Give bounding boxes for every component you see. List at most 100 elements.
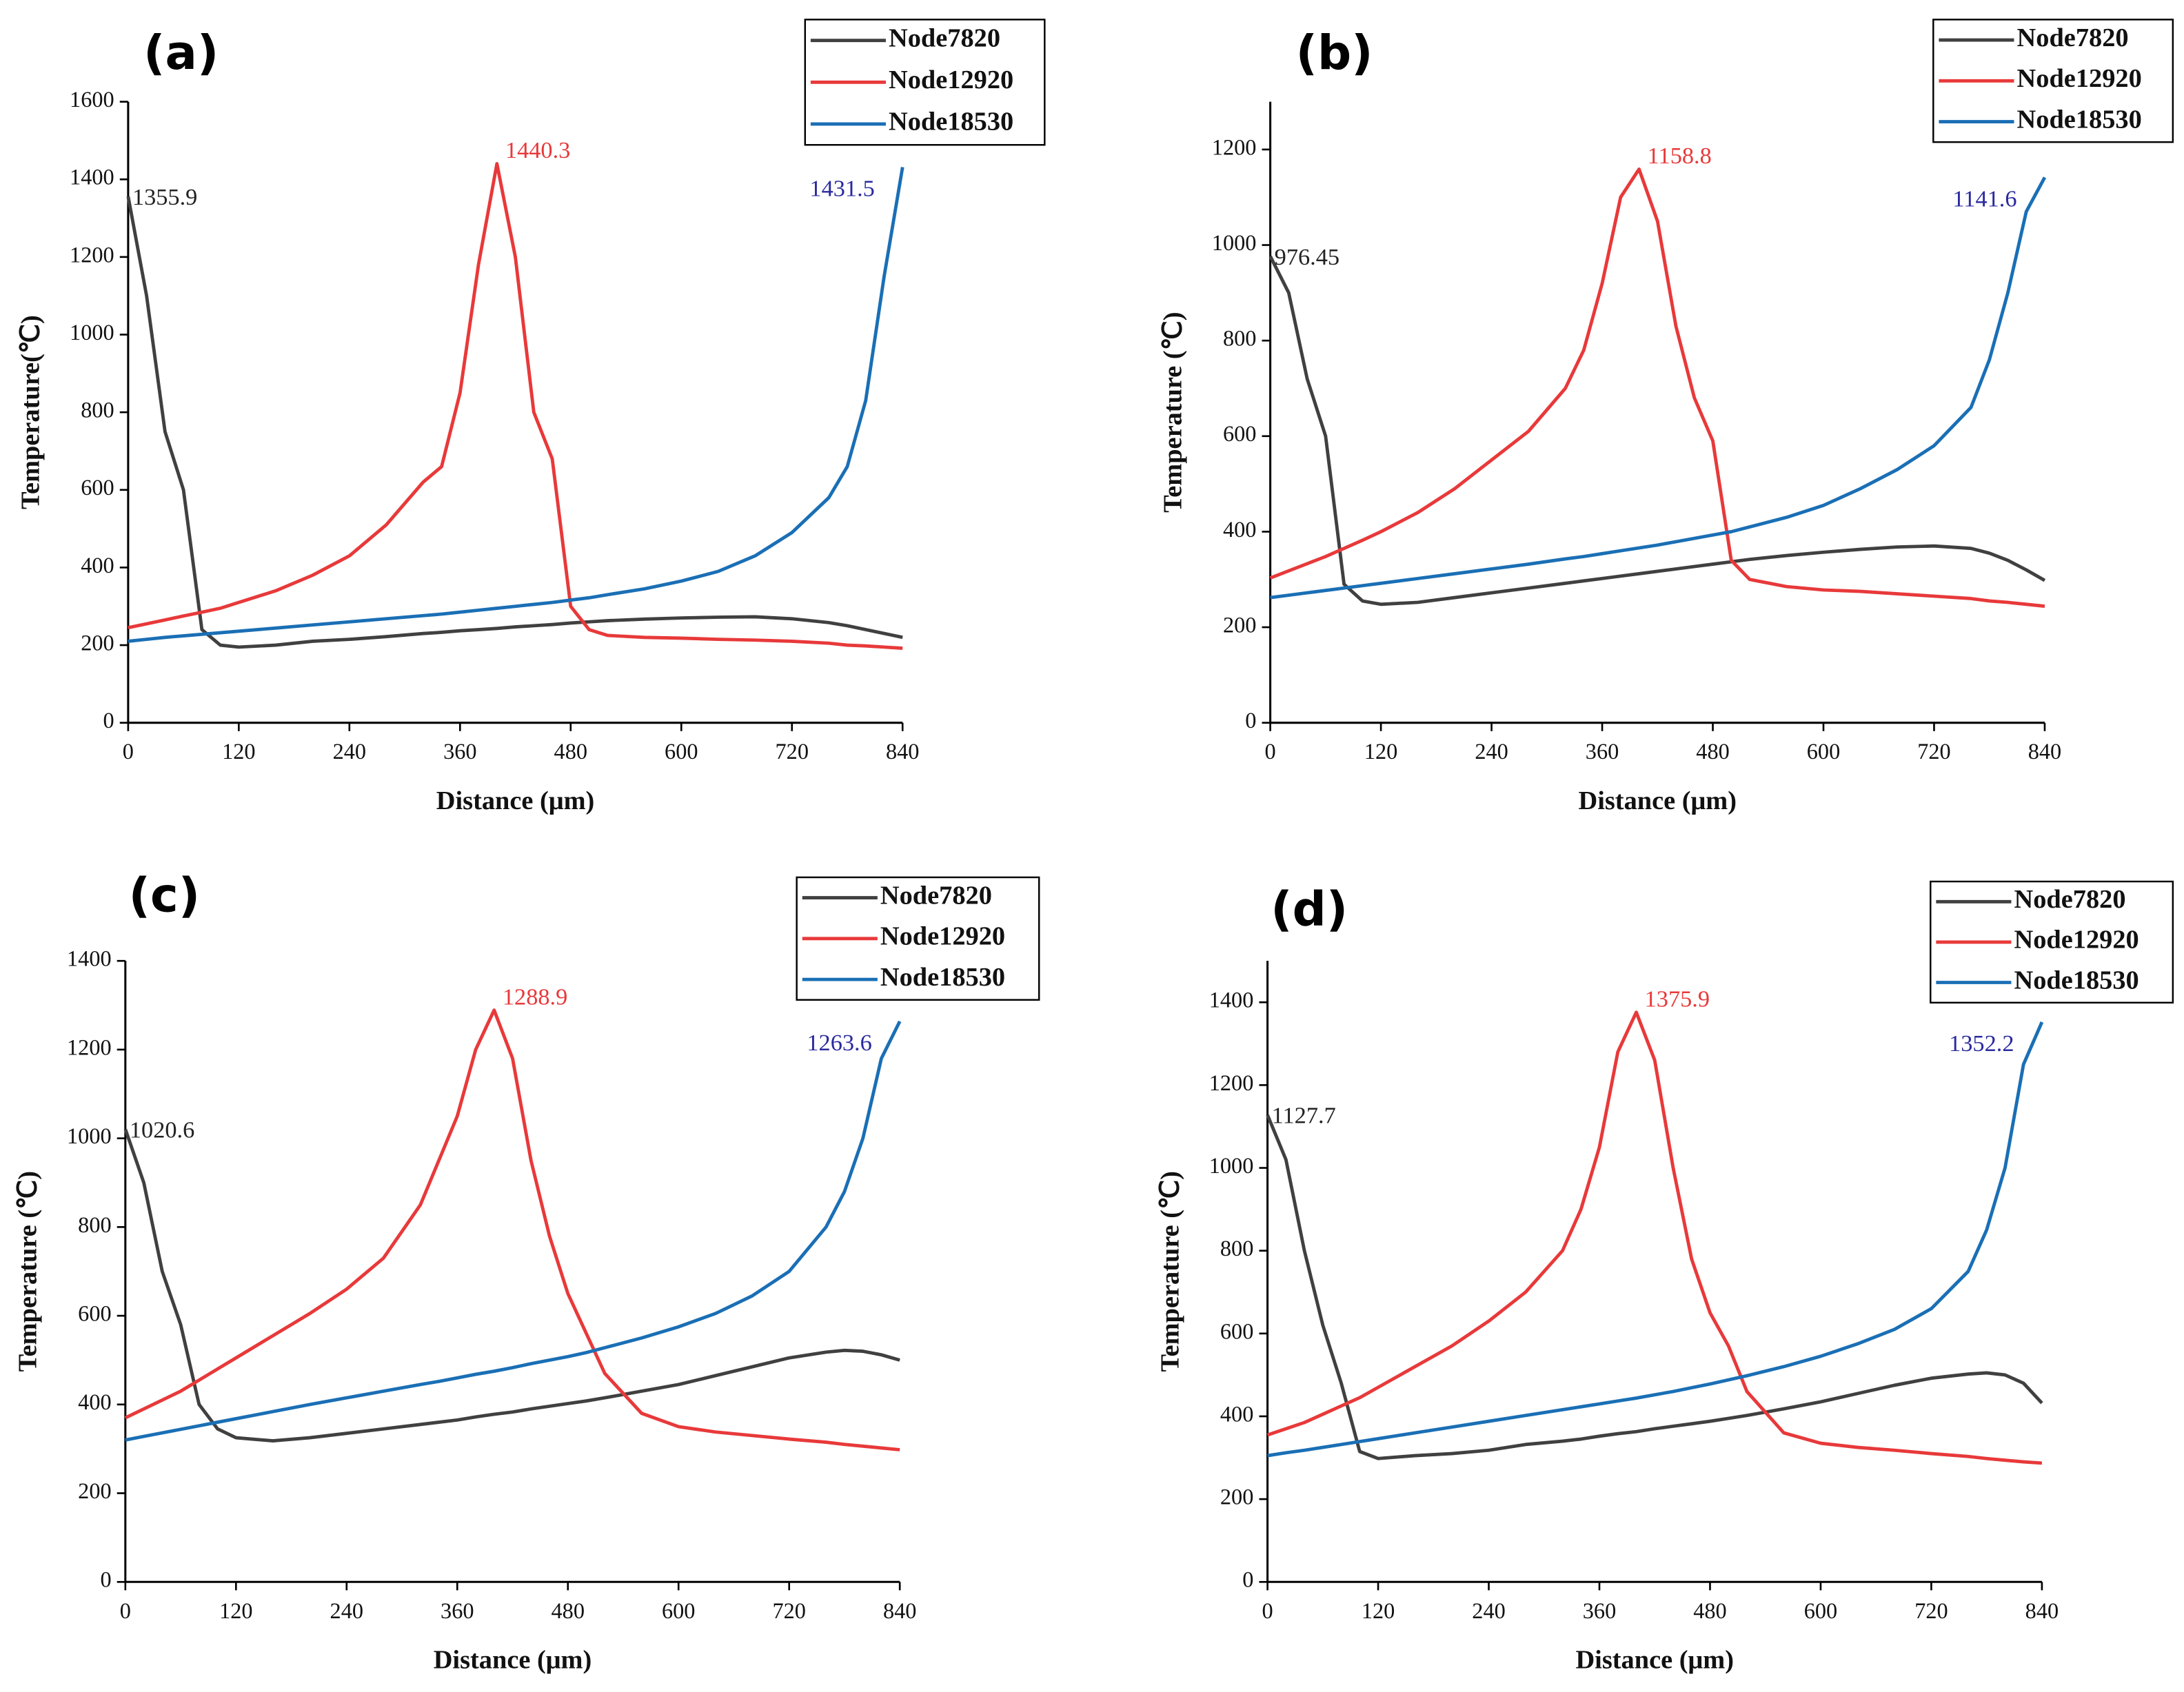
legend-label: Node7820 <box>880 881 992 910</box>
y-tick-label: 1400 <box>67 946 112 971</box>
x-tick-label: 120 <box>222 739 255 764</box>
x-tick-label: 0 <box>1265 739 1276 764</box>
x-tick-label: 120 <box>1364 739 1397 764</box>
y-tick-label: 1000 <box>70 320 114 345</box>
x-tick-label: 600 <box>662 1598 695 1623</box>
legend-label: Node7820 <box>889 24 1000 53</box>
series-line <box>124 1008 900 1451</box>
series-line <box>1269 167 2045 608</box>
legend-label: Node18530 <box>2017 105 2142 134</box>
x-tick-label: 480 <box>552 1598 585 1623</box>
x-tick-label: 360 <box>1586 739 1619 764</box>
legend-label: Node12920 <box>2014 926 2139 955</box>
y-axis-title: Temperature(℃) <box>17 315 46 509</box>
x-axis-title: Distance (μm) <box>1575 1646 1734 1675</box>
x-tick-label: 480 <box>1696 739 1729 764</box>
x-axis-title: Distance (μm) <box>436 786 595 815</box>
chart-panel: (c) 0 200 400 600 800 1000 1200 1400 0 120 240 360 48… <box>14 868 1040 1675</box>
x-tick-label: 840 <box>886 739 919 764</box>
x-tick-label: 720 <box>1917 739 1950 764</box>
x-tick-label: 0 <box>123 739 134 764</box>
annotation: 1141.6 <box>1952 186 2016 212</box>
x-tick-label: 600 <box>665 739 698 764</box>
legend-label: Node7820 <box>2014 885 2126 914</box>
y-tick-label: 0 <box>1242 1567 1253 1592</box>
y-tick-label: 200 <box>81 630 114 655</box>
y-tick-label: 200 <box>1223 612 1256 637</box>
x-tick-label: 360 <box>443 739 476 764</box>
x-tick-label: 240 <box>1475 739 1508 764</box>
legend-label: Node12920 <box>889 65 1013 94</box>
x-tick-label: 840 <box>883 1598 916 1623</box>
y-tick-label: 600 <box>78 1301 111 1326</box>
series-line <box>1267 1021 2044 1458</box>
legend-label: Node12920 <box>880 922 1005 951</box>
y-tick-label: 0 <box>1245 708 1256 733</box>
y-tick-label: 600 <box>1220 1318 1253 1343</box>
series-line <box>125 1020 902 1442</box>
annotation: 1020.6 <box>130 1117 194 1143</box>
y-tick-label: 1200 <box>67 1034 112 1059</box>
y-tick-label: 1400 <box>1209 988 1254 1012</box>
y-tick-label: 1200 <box>70 242 114 267</box>
y-tick-label: 400 <box>78 1389 111 1414</box>
y-tick-label: 800 <box>78 1212 111 1237</box>
series-line <box>128 162 903 650</box>
y-tick-label: 1600 <box>70 87 114 112</box>
y-tick-label: 0 <box>100 1567 111 1592</box>
annotation: 1158.8 <box>1648 143 1712 169</box>
x-tick-label: 600 <box>1804 1598 1837 1623</box>
x-tick-label: 720 <box>776 739 809 764</box>
y-axis-title: Temperature (℃) <box>1158 312 1187 512</box>
y-axis-title: Temperature (℃) <box>14 1171 43 1372</box>
y-tick-label: 400 <box>1220 1401 1253 1426</box>
legend-label: Node7820 <box>2017 23 2129 52</box>
y-tick-label: 400 <box>1223 517 1256 542</box>
y-tick-label: 400 <box>81 553 114 578</box>
annotation: 1288.9 <box>503 983 567 1010</box>
x-tick-label: 120 <box>219 1598 252 1623</box>
annotation: 1352.2 <box>1949 1030 2014 1057</box>
y-tick-label: 600 <box>81 475 114 500</box>
x-tick-label: 480 <box>554 739 587 764</box>
y-tick-label: 1200 <box>1212 134 1257 159</box>
panel-label: (d) <box>1271 882 1348 937</box>
series-line <box>128 167 904 643</box>
x-tick-label: 720 <box>772 1598 805 1623</box>
y-tick-label: 1400 <box>70 165 114 190</box>
x-tick-label: 120 <box>1362 1598 1395 1623</box>
y-tick-label: 800 <box>1223 326 1256 351</box>
x-tick-label: 0 <box>1262 1598 1273 1623</box>
chart-panel: (d) 0 200 400 600 800 1000 1200 1400 0 120 240 360 48… <box>1155 880 2174 1675</box>
legend-label: Node18530 <box>880 963 1005 992</box>
y-tick-label: 800 <box>1220 1236 1253 1261</box>
y-tick-label: 1200 <box>1209 1070 1254 1095</box>
x-tick-label: 240 <box>333 739 366 764</box>
chart-panel: (a) 0 200 400 600 800 1000 1200 1400 1600 0 120 240 3… <box>17 19 1046 815</box>
legend-label: Node12920 <box>2017 64 2142 93</box>
x-tick-label: 240 <box>330 1598 363 1623</box>
panel-label: (b) <box>1296 26 1373 81</box>
annotation: 1263.6 <box>807 1030 871 1056</box>
annotation: 976.45 <box>1275 244 1339 270</box>
legend-label: Node18530 <box>889 108 1013 136</box>
series-line <box>1270 176 2047 600</box>
x-axis-title: Distance (μm) <box>1579 786 1737 815</box>
panel-label: (c) <box>129 868 201 923</box>
series-line <box>126 196 903 649</box>
x-tick-label: 360 <box>1583 1598 1616 1623</box>
x-tick-label: 360 <box>441 1598 474 1623</box>
series-line <box>1266 1010 2043 1465</box>
annotation: 1355.9 <box>132 184 197 210</box>
x-tick-label: 840 <box>2028 739 2061 764</box>
y-tick-label: 1000 <box>67 1123 112 1148</box>
annotation: 1127.7 <box>1272 1103 1336 1129</box>
y-tick-label: 1000 <box>1209 1153 1254 1178</box>
x-axis-title: Distance (μm) <box>434 1646 592 1675</box>
annotation: 1375.9 <box>1645 986 1710 1012</box>
legend-label: Node18530 <box>2014 966 2139 995</box>
y-axis-title: Temperature (℃) <box>1155 1171 1184 1372</box>
y-tick-label: 200 <box>1220 1485 1253 1509</box>
panel-label: (a) <box>143 26 219 81</box>
